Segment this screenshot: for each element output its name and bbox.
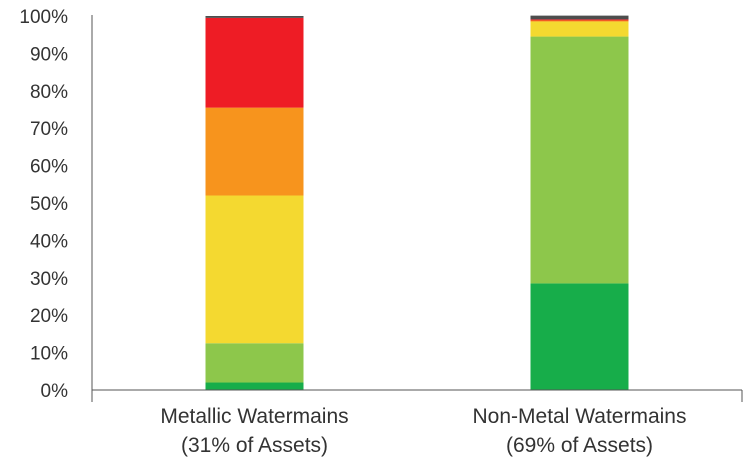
bar-segment xyxy=(205,17,304,108)
y-tick-label: 40% xyxy=(30,231,68,252)
y-tick-label: 80% xyxy=(30,82,68,103)
bar-segment xyxy=(530,15,629,20)
y-tick-label: 10% xyxy=(30,344,68,365)
bar-segment xyxy=(530,19,629,21)
y-tick-label: 60% xyxy=(30,157,68,178)
x-axis-labels: Metallic Watermains (31% of Assets) Non-Me… xyxy=(160,405,686,457)
x-category-label: (69% of Assets) xyxy=(506,434,653,457)
bar-segment xyxy=(530,36,629,284)
bar-segment xyxy=(205,16,304,18)
x-category-label: Metallic Watermains xyxy=(160,405,348,428)
y-tick-label: 100% xyxy=(19,7,68,28)
x-category-label: Non-Metal Watermains xyxy=(473,405,687,428)
y-tick-label: 0% xyxy=(41,381,69,402)
y-tick-label: 20% xyxy=(30,306,68,327)
bar-segment xyxy=(530,283,629,390)
y-axis-ticks: 0% 10% 20% 30% 40% 50% 60% 70% 80% 90% 100% xyxy=(19,7,68,402)
x-category-label: (31% of Assets) xyxy=(181,434,328,457)
y-tick-label: 70% xyxy=(30,119,68,140)
bar-segment xyxy=(205,107,304,196)
y-tick-label: 30% xyxy=(30,269,68,290)
bar-segment xyxy=(530,21,629,37)
bar-segment xyxy=(205,382,304,390)
bars xyxy=(205,15,629,390)
bar-segment xyxy=(530,20,629,22)
y-tick-label: 90% xyxy=(30,44,68,65)
bar-segment xyxy=(205,195,304,344)
bar-segment xyxy=(205,343,304,383)
y-tick-label: 50% xyxy=(30,194,68,215)
